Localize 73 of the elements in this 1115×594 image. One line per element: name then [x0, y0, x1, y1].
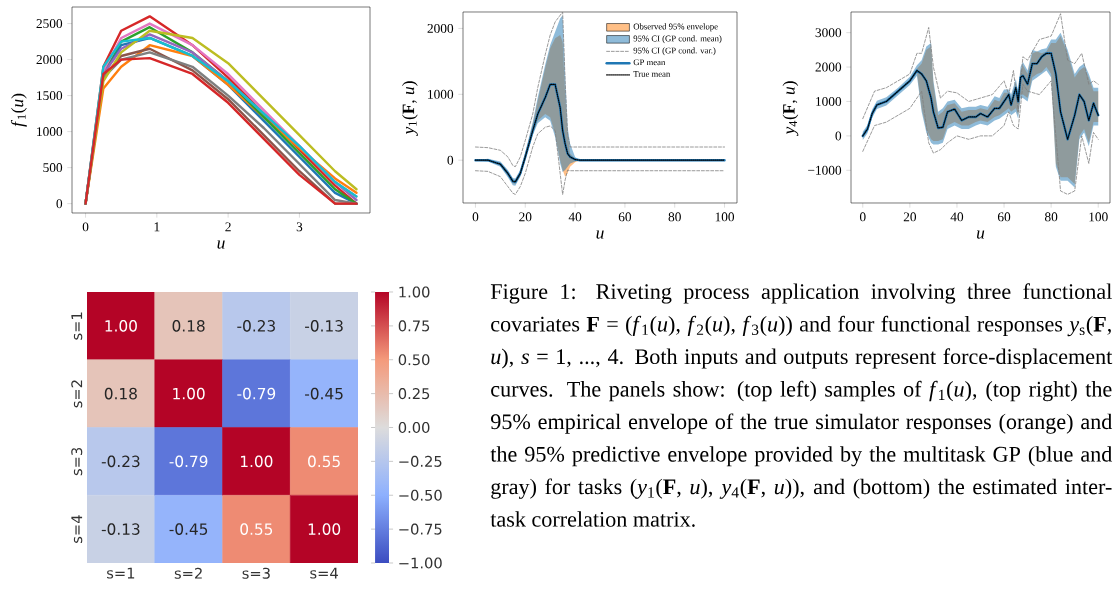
color-bar-label: −0.25 [399, 455, 442, 467]
x-tick-label: 100 [1089, 212, 1108, 222]
y-tick-label: 1500 [37, 91, 63, 101]
x-tick-label: 40 [950, 212, 964, 222]
legend-label: 95% CI (GP cond. var.) [633, 47, 716, 56]
x-tick-label: 0 [472, 212, 479, 222]
y-tick-label: 2000 [427, 23, 454, 33]
data-label: -0.23 [101, 455, 140, 468]
data-label: -0.79 [169, 455, 208, 468]
y-tick-label: s=1 [71, 312, 83, 340]
data-label: 1.00 [105, 320, 137, 332]
data-label: -0.79 [237, 387, 276, 400]
y-axis-title: y$_{4}$(F, u) [782, 81, 799, 136]
y-tick-label: 0 [447, 155, 454, 165]
color-bar-label: −1.00 [399, 557, 442, 569]
y-tick-label: 1000 [816, 96, 842, 106]
data-label: -0.23 [237, 320, 275, 332]
x-tick-label: 60 [618, 212, 632, 222]
y-tick-label: 2500 [36, 19, 63, 29]
x-tick-label: 3 [296, 222, 303, 232]
color-bar-label: −0.75 [399, 523, 442, 535]
y-tick-label: 3000 [815, 28, 842, 38]
x-tick-label: 100 [715, 212, 735, 222]
data-label: 0.18 [104, 387, 137, 400]
y-tick-label: 2000 [815, 62, 842, 72]
x-tick-label: 2 [225, 222, 231, 232]
y-tick-label: 0 [56, 199, 63, 209]
x-tick-label: s=4 [310, 567, 338, 579]
y-tick-label: s=4 [71, 515, 83, 543]
x-tick-label: 0 [859, 212, 866, 222]
x-tick-label: s=2 [174, 567, 202, 579]
y-tick-label: 500 [43, 163, 63, 173]
y-tick-label: s=3 [71, 447, 83, 476]
y-tick-label: 0 [835, 131, 842, 141]
x-tick-label: 40 [568, 212, 582, 222]
x-tick-label: 20 [903, 212, 917, 222]
data-label: -0.13 [101, 523, 140, 535]
y-axis-title: y$_{1}$(F, u) [402, 81, 418, 136]
legend-label: GP mean [633, 59, 666, 66]
x-axis-title: u [217, 240, 225, 249]
color-bar-label: −0.50 [399, 489, 442, 501]
x-tick-label: 80 [668, 212, 681, 222]
data-label: 1.00 [308, 523, 341, 535]
x-axis-title: u [596, 230, 604, 239]
color-bar-label: 0.75 [398, 320, 430, 332]
data-label: -0.13 [305, 320, 343, 332]
y-tick-label: s=2 [71, 380, 83, 408]
legend-label: 95% CI (GP cond. mean) [633, 35, 722, 44]
data-label: -0.45 [305, 387, 343, 400]
color-bar-label: 1.00 [399, 286, 430, 298]
legend-label: Observed 95% envelope [633, 23, 718, 32]
y-tick-label: −1000 [808, 165, 842, 175]
color-bar-label: 0.25 [398, 388, 430, 400]
y-tick-label: 2000 [36, 55, 63, 65]
data-label: -0.45 [169, 523, 208, 535]
data-label: 0.18 [172, 320, 205, 332]
x-axis-title: u [977, 230, 985, 239]
x-tick-label: s=3 [242, 567, 270, 579]
x-tick-label: 20 [519, 212, 532, 222]
color-bar-label: 0.00 [398, 421, 430, 434]
y-tick-label: 1000 [37, 127, 63, 137]
color-bar-label: 0.50 [398, 354, 430, 366]
x-tick-label: 60 [997, 212, 1011, 222]
y-tick-label: 1000 [428, 89, 454, 99]
x-tick-label: 80 [1044, 212, 1058, 222]
data-label: 1.00 [173, 387, 205, 400]
x-tick-label: s=1 [107, 567, 135, 579]
legend-label: True mean [633, 71, 671, 77]
data-label: 0.55 [308, 455, 340, 468]
text: Figure 1: Riveting process application involving three functional covariates F = (f$_{1}$(u), f$_{2}$(u), f$_{3}$(u)) and four functional responses y$_{s}$(F, u), s = 1, ..., 4. Both inputs and outputs represent force-displacement curves. The panels show: (top left) samples of f$_{1}$(u), (top right) the 95% empirical envelope of the true simulator responses (orange) and the 95% predictive envelope provided by the multitask GP (blue and gray) for tasks (y$_{1}$(F, u), y$_{4}$(F, u)), and (bottom) the estimated inter-task correlation matrix. [490, 283, 1113, 527]
data-label: 1.00 [241, 455, 273, 468]
y-axis-title: f$_{1}$(u) [10, 93, 27, 127]
x-tick-label: 1 [154, 222, 160, 232]
